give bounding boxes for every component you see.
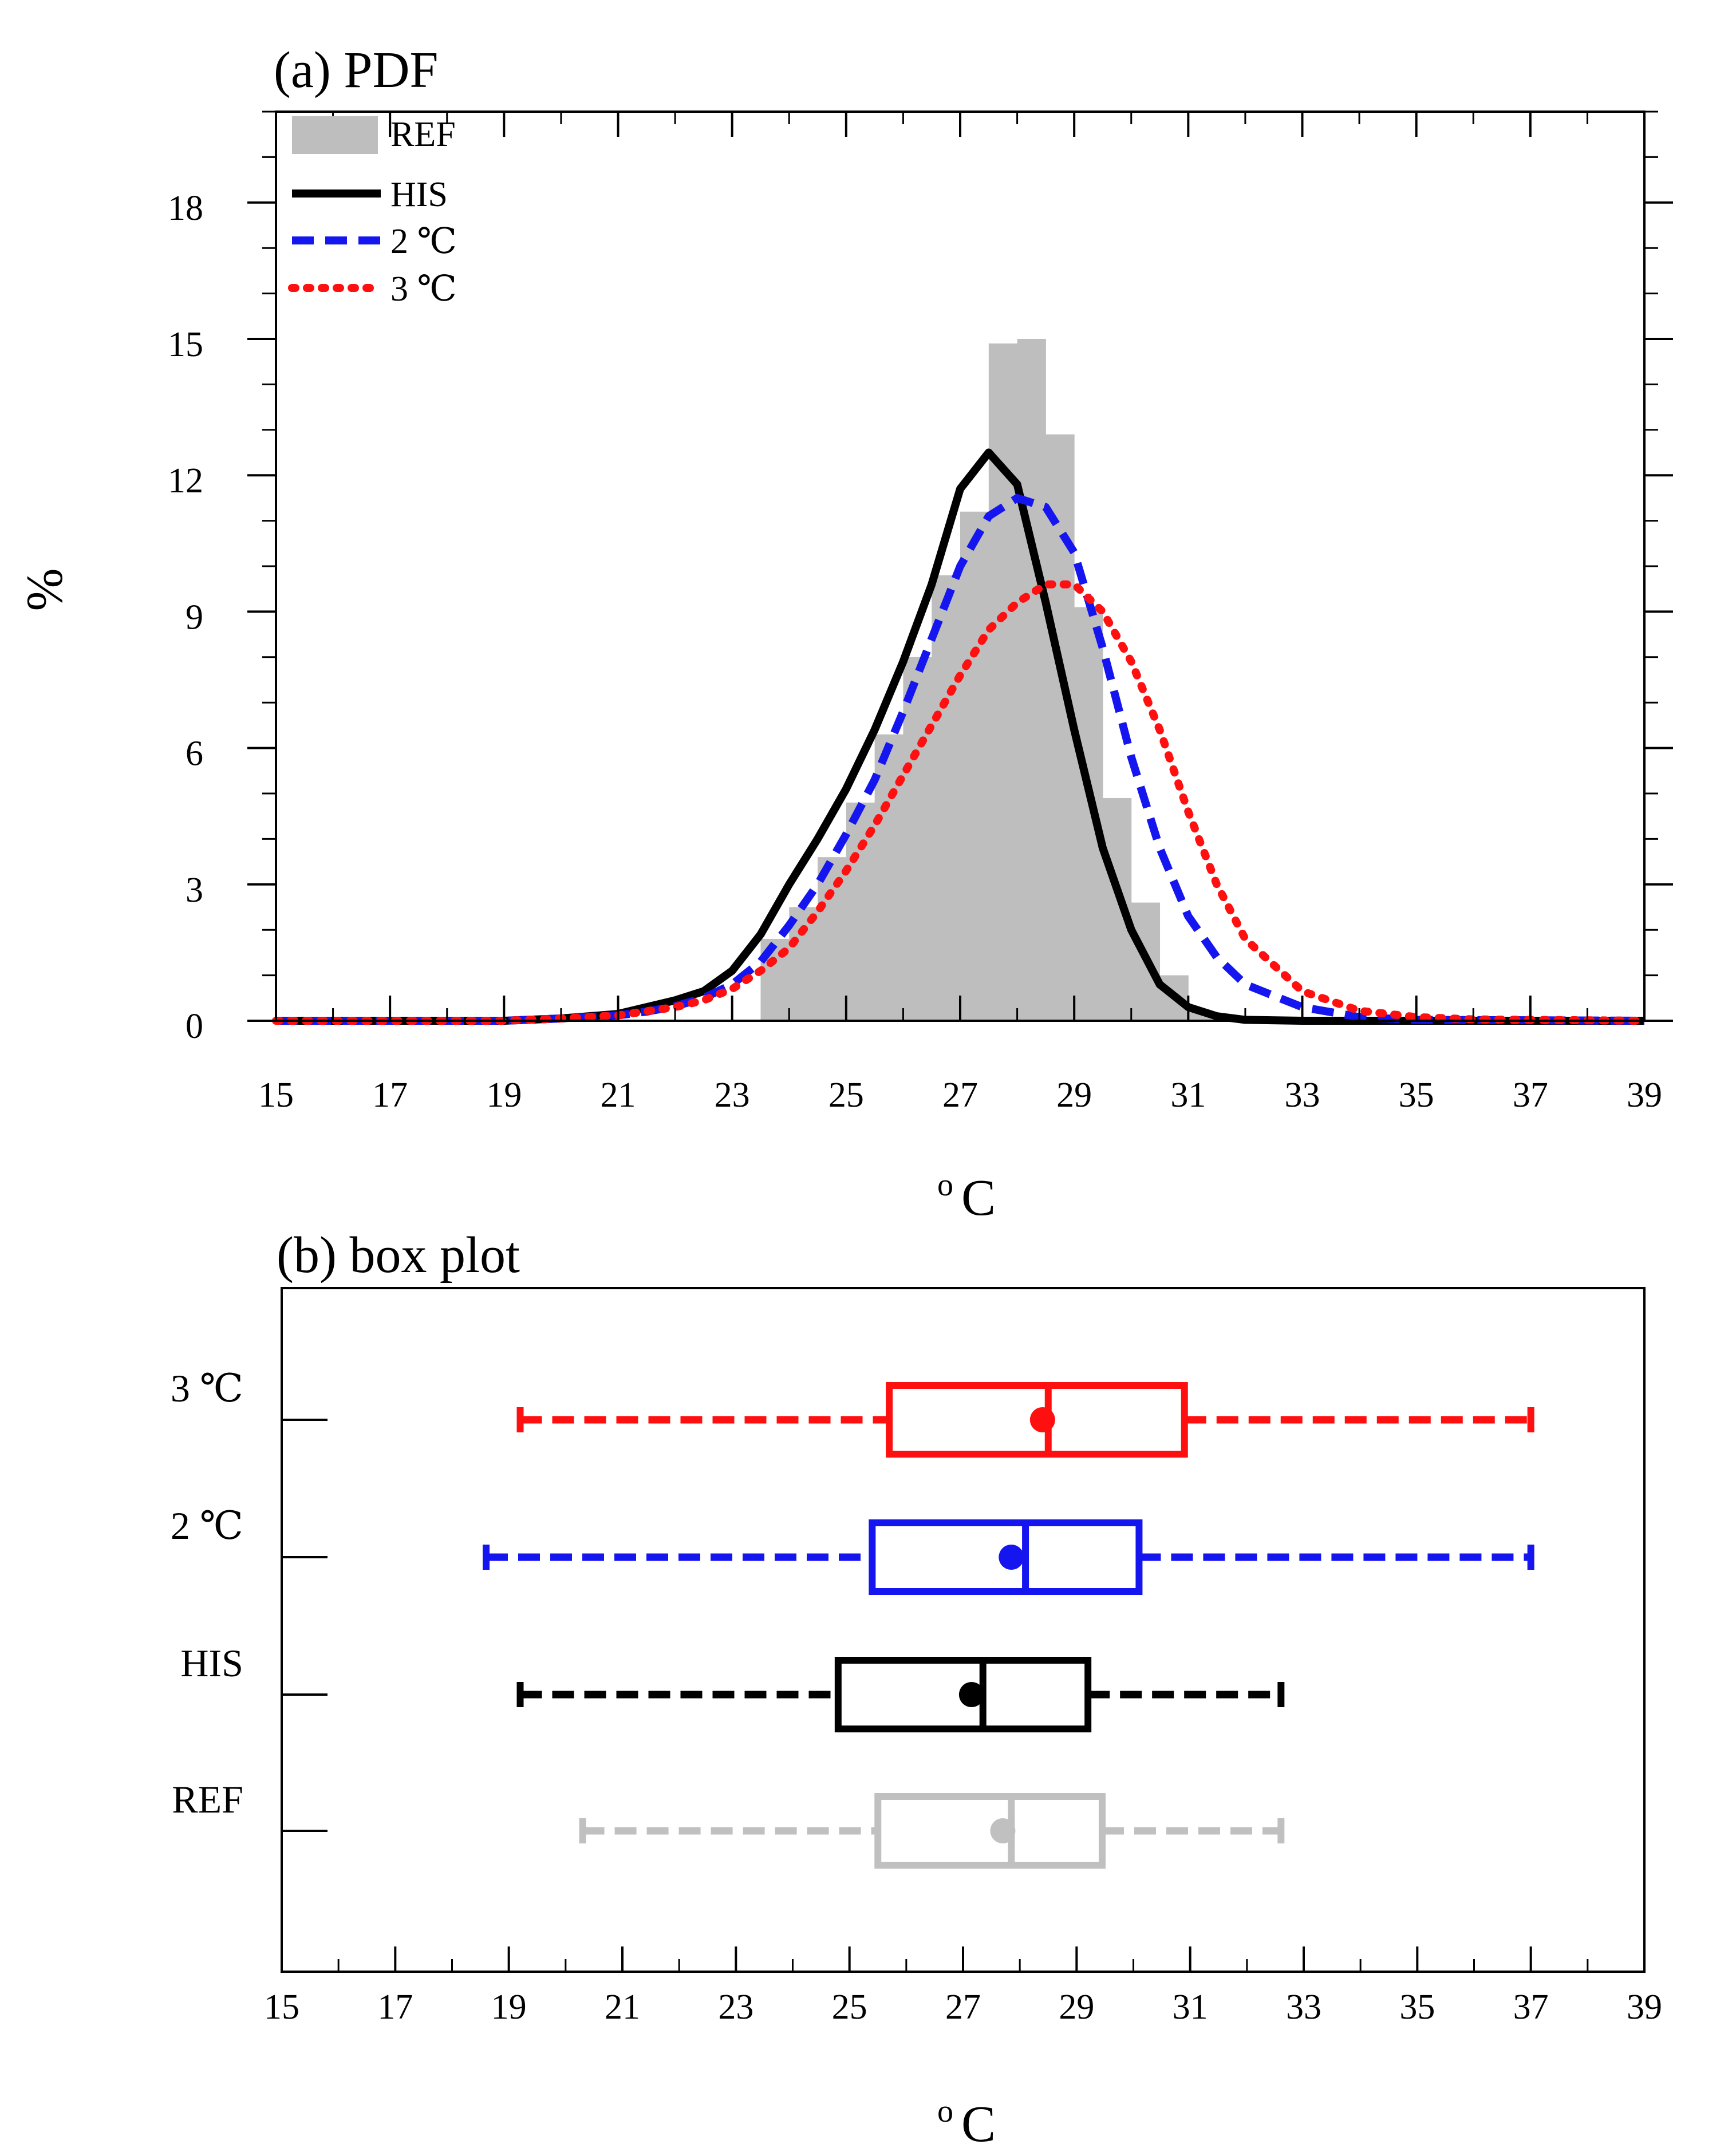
box-category-label-ref: REF [172, 1778, 243, 1821]
box-3-c [516, 1382, 1534, 1458]
box-2-c [483, 1519, 1534, 1595]
box-x-tick-label: 19 [491, 1988, 527, 2027]
legend-label-his: HIS [390, 175, 448, 214]
pdf-y-tick-label: 3 [186, 871, 203, 910]
mean-dot-his [958, 1682, 984, 1707]
ref-bar-8 [988, 343, 1018, 1021]
box-ref [579, 1793, 1285, 1869]
box-plot-panel: (b) box plot 15 17 19 21 23 25 27 29 31 33 35 37 39 3… [171, 1227, 1662, 2148]
pdf-y-tick-label: 15 [168, 325, 203, 364]
pdf-tick-labels: 15 17 19 21 23 25 27 29 31 33 35 37 39 0 3 6 9 12 15 18 [168, 189, 1662, 1115]
pdf-x-tick-label: 37 [1513, 1076, 1548, 1115]
pdf-panel: (a) PDF 15 17 19 21 23 25 27 29 31 33 35 37 39 0 3 6 9 12… [17, 42, 1673, 1226]
box-category-label-3-c: 3 ℃ [171, 1367, 243, 1410]
line-3-c [272, 580, 1648, 1025]
iqr-box-3-c [886, 1382, 1188, 1458]
box-plot-title: (b) box plot [277, 1227, 520, 1284]
pdf-x-tick-label: 19 [486, 1076, 522, 1115]
pdf-x-axis-title-degree: o [937, 1167, 953, 1203]
legend-swatch-ref [292, 116, 378, 154]
mean-dot-2-c [999, 1545, 1024, 1570]
pdf-y-tick-label: 12 [168, 461, 203, 500]
pdf-y-tick-label: 0 [186, 1007, 203, 1046]
ref-bar-7 [960, 511, 989, 1021]
box-x-tick-label: 27 [945, 1988, 981, 2027]
pdf-x-tick-label: 21 [601, 1076, 636, 1115]
pdf-x-tick-label: 31 [1170, 1076, 1206, 1115]
ref-bar-2 [818, 857, 847, 1021]
box-category-label-his: HIS [180, 1641, 243, 1685]
iqr-box-2-c [869, 1519, 1143, 1595]
pdf-x-axis-title-unit: C [961, 1170, 996, 1226]
pdf-x-tick-label: 35 [1399, 1076, 1434, 1115]
ref-bar-5 [903, 657, 932, 1021]
box-x-tick-label: 25 [832, 1988, 867, 2027]
box-x-tick-label: 29 [1059, 1988, 1094, 2027]
box-x-tick-label: 31 [1173, 1988, 1208, 2027]
pdf-x-tick-label: 23 [715, 1076, 750, 1115]
pdf-x-tick-label: 15 [258, 1076, 294, 1115]
box-x-tick-label: 37 [1513, 1988, 1549, 2027]
pdf-y-tick-label: 18 [168, 189, 203, 228]
box-plot-x-axis-title-unit: C [961, 2096, 996, 2148]
iqr-box-ref [874, 1793, 1106, 1869]
mean-dot-3-c [1029, 1407, 1055, 1432]
pdf-axes [247, 110, 1673, 1022]
box-plot-boxes [483, 1382, 1534, 1869]
legend-label-2-c: 2 ℃ [390, 222, 457, 261]
ref-bar-11 [1074, 607, 1103, 1021]
box-plot-x-axis-title-degree: o [937, 2094, 953, 2129]
box-x-tick-label: 21 [605, 1988, 640, 2027]
box-x-tick-label: 15 [264, 1988, 299, 2027]
box-category-label-2-c: 2 ℃ [171, 1504, 243, 1547]
pdf-title: (a) PDF [274, 42, 439, 98]
legend-label-ref: REF [390, 115, 456, 154]
mean-dot-ref [990, 1818, 1016, 1843]
pdf-x-tick-label: 25 [828, 1076, 864, 1115]
box-plot-axes [281, 1287, 1646, 1973]
pdf-x-tick-label: 27 [942, 1076, 978, 1115]
box-x-tick-label: 17 [377, 1988, 413, 2027]
pdf-y-tick-label: 9 [186, 598, 203, 637]
ref-histogram [760, 339, 1246, 1021]
box-x-tick-label: 33 [1286, 1988, 1321, 2027]
ref-bar-9 [1017, 339, 1046, 1021]
legend-label-3-c: 3 ℃ [390, 270, 457, 309]
pdf-legend: REF HIS 2 ℃ 3 ℃ [288, 115, 457, 309]
pdf-x-tick-label: 39 [1627, 1076, 1662, 1115]
box-plot-tick-labels: 15 17 19 21 23 25 27 29 31 33 35 37 39 3 ℃ 2 ℃ HIS REF [171, 1367, 1662, 2027]
iqr-box-his [834, 1657, 1092, 1732]
pdf-lines [272, 448, 1648, 1025]
ref-bar-6 [932, 575, 961, 1021]
box-x-tick-label: 39 [1627, 1988, 1662, 2027]
pdf-y-axis-title: % [17, 568, 73, 611]
ref-bar-3 [846, 802, 875, 1021]
pdf-x-tick-label: 17 [372, 1076, 408, 1115]
box-x-tick-label: 23 [718, 1988, 753, 2027]
box-x-tick-label: 35 [1399, 1988, 1435, 2027]
pdf-x-tick-label: 29 [1056, 1076, 1092, 1115]
pdf-x-tick-label: 33 [1285, 1076, 1320, 1115]
box-his [516, 1657, 1285, 1732]
pdf-y-tick-label: 6 [186, 735, 203, 773]
